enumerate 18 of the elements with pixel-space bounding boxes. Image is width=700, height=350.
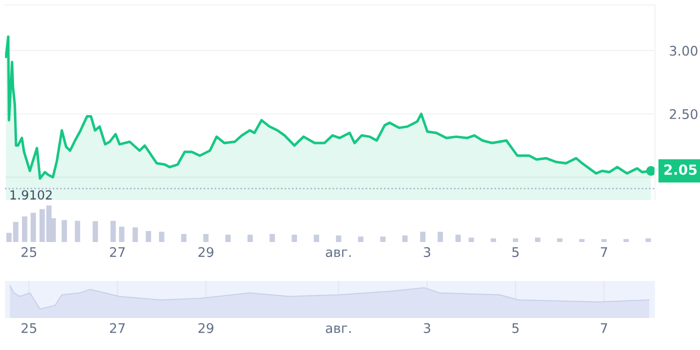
x-tick-label: 27: [110, 323, 125, 333]
x-tick-label: 27: [110, 247, 125, 257]
y-tick-label: 3.00: [670, 46, 698, 56]
x-tick-label: 7: [600, 323, 608, 333]
x-tick-label: 7: [600, 247, 608, 257]
x-tick-label: 5: [512, 247, 519, 258]
x-tick-label: авг.: [326, 326, 351, 334]
x-tick-label: 29: [198, 323, 214, 334]
x-tick-label: 25: [22, 247, 36, 258]
x-tick-label: 3: [424, 323, 430, 334]
x-tick-label: авг.: [326, 250, 351, 258]
x-tick-label: 25: [22, 323, 36, 334]
annotation: 2.05: [664, 164, 697, 175]
y-tick-label: 2.50: [670, 109, 698, 120]
x-tick-label: 29: [198, 247, 214, 258]
x-tick-label: 3: [424, 247, 430, 258]
ref-line-label: 1.9102: [10, 190, 52, 200]
x-tick-label: 5: [512, 323, 519, 334]
